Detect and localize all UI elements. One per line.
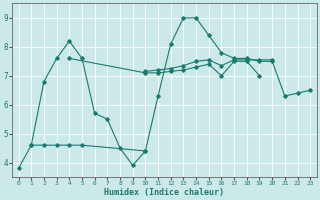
X-axis label: Humidex (Indice chaleur): Humidex (Indice chaleur) bbox=[104, 188, 224, 197]
